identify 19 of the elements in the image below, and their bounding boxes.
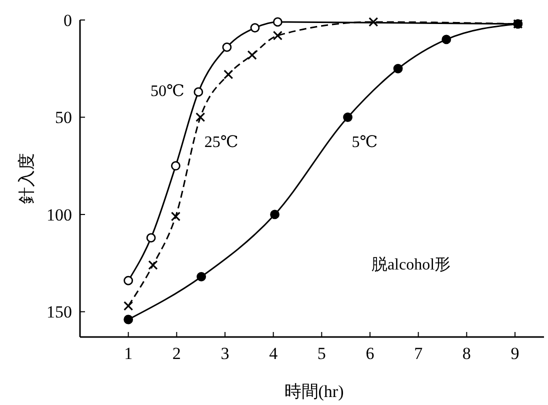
x-tick-label: 1 bbox=[124, 344, 133, 363]
y-tick-label: 150 bbox=[46, 302, 72, 322]
y-tick-label: 50 bbox=[55, 108, 72, 128]
x-axis-title: 時間(hr) bbox=[284, 382, 344, 401]
series-label: 5℃ bbox=[352, 134, 378, 152]
x-tick-label: 9 bbox=[510, 344, 520, 363]
x-tick-label: 8 bbox=[462, 344, 471, 363]
x-tick-label: 5 bbox=[317, 344, 326, 363]
x-tick-label: 4 bbox=[269, 344, 278, 363]
y-axis-title: 針入度 bbox=[16, 153, 36, 204]
x-tick-label: 7 bbox=[414, 344, 424, 363]
y-tick-label: 0 bbox=[64, 10, 72, 30]
annotation: 脱alcohol形 bbox=[371, 256, 451, 274]
series-label: 25℃ bbox=[204, 134, 238, 152]
x-tick-label: 2 bbox=[172, 344, 181, 363]
x-tick-label: 6 bbox=[366, 344, 374, 363]
x-tick-label: 3 bbox=[220, 344, 230, 363]
y-tick-label: 100 bbox=[46, 205, 72, 224]
series-label: 50℃ bbox=[150, 82, 184, 100]
